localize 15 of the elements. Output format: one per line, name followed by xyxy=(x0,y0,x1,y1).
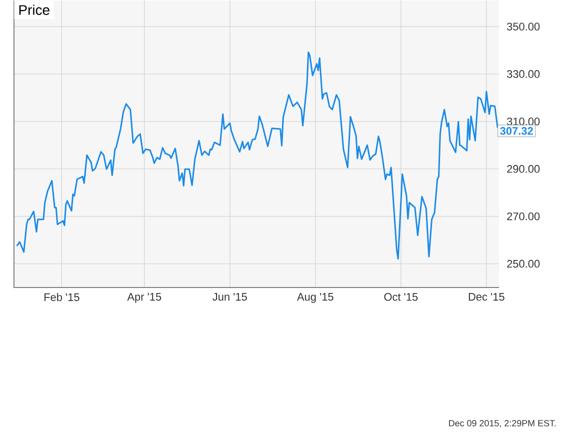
x-tick-label: Aug '15 xyxy=(297,293,334,303)
y-tick-label: 270.00 xyxy=(507,212,540,220)
chart-title: Price xyxy=(19,4,50,15)
x-tick-label: Jun '15 xyxy=(212,293,247,301)
x-tick-label: Apr '15 xyxy=(127,293,162,303)
y-tick-label: 350.00 xyxy=(506,22,540,30)
x-tick-label: Oct '15 xyxy=(384,293,418,301)
y-tick-label: 330.00 xyxy=(506,70,540,78)
x-tick-label: Dec '15 xyxy=(468,293,504,301)
text: Dec 09 2015, 2:29PM EST. xyxy=(449,420,556,428)
y-tick-label: 250.00 xyxy=(507,260,540,268)
y-tick-label: 290.00 xyxy=(507,165,540,173)
y-tick-label: 310.00 xyxy=(506,118,540,126)
annotation: 307.32 xyxy=(500,127,533,135)
x-tick-label: Feb '15 xyxy=(44,293,80,302)
